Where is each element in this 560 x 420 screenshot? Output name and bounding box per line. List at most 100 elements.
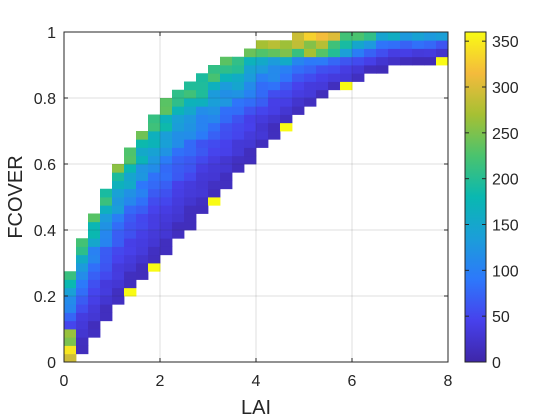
heatmap-cell <box>136 197 149 206</box>
heatmap-cell <box>184 155 197 165</box>
heatmap-cell <box>184 164 197 173</box>
heatmap-cell <box>100 263 113 272</box>
heatmap-cell <box>316 56 329 66</box>
heatmap-cell <box>136 221 149 231</box>
heatmap-cell <box>160 98 173 107</box>
heatmap-cell <box>424 56 437 66</box>
heatmap-cell <box>280 89 293 99</box>
heatmap-cell <box>136 246 149 256</box>
heatmap-cell <box>148 254 161 264</box>
heatmap-cell <box>160 213 173 223</box>
heatmap-cell <box>208 81 221 91</box>
heatmap-cell <box>208 122 221 132</box>
heatmap-cell <box>100 188 113 198</box>
heatmap-cell <box>172 147 185 157</box>
heatmap-cell <box>268 56 281 66</box>
heatmap-cell <box>196 89 209 99</box>
heatmap-cell <box>304 32 317 41</box>
heatmap-cell <box>340 56 353 66</box>
heatmap-cell <box>112 263 125 272</box>
heatmap-cell <box>184 81 197 91</box>
heatmap-cell <box>124 238 137 247</box>
heatmap-cell <box>112 279 125 289</box>
heatmap-cell <box>124 164 137 173</box>
heatmap-cell <box>208 155 221 165</box>
heatmap-cell <box>160 164 173 173</box>
heatmap-cell <box>244 73 257 82</box>
heatmap-cell <box>208 114 221 124</box>
heatmap-cell <box>124 155 137 165</box>
heatmap-cell <box>88 329 101 338</box>
heatmap-cell <box>76 254 89 264</box>
heatmap-cell <box>292 73 305 82</box>
heatmap-cell <box>232 131 245 140</box>
heatmap-cell <box>268 98 281 107</box>
heatmap-cell <box>100 304 113 313</box>
heatmap-cell <box>184 221 197 231</box>
colorbar-tick-label: 200 <box>492 172 519 189</box>
heatmap-cell <box>184 213 197 223</box>
heatmap-cell <box>88 287 101 297</box>
heatmap-cell <box>136 230 149 239</box>
heatmap-cell <box>256 106 269 115</box>
heatmap-cell <box>304 56 317 66</box>
heatmap-cell <box>280 106 293 115</box>
heatmap-cell <box>220 89 233 99</box>
heatmap-cell <box>160 172 173 181</box>
heatmap-cell <box>160 139 173 148</box>
heatmap-cell <box>148 221 161 231</box>
heatmap-cell <box>136 188 149 198</box>
heatmap-cell <box>136 263 149 272</box>
heatmap-cell <box>196 164 209 173</box>
heatmap-cell <box>64 304 77 313</box>
heatmap-cell <box>160 188 173 198</box>
heatmap-cell <box>88 230 101 239</box>
heatmap-cell <box>148 155 161 165</box>
heatmap-cell <box>232 81 245 91</box>
heatmap-cell <box>136 271 149 280</box>
heatmap-cell <box>232 114 245 124</box>
heatmap-cell <box>100 279 113 289</box>
heatmap-cell <box>256 40 269 49</box>
heatmap-cell <box>220 106 233 115</box>
heatmap-cell <box>88 238 101 247</box>
heatmap-cell <box>148 131 161 140</box>
x-axis: 0 2 4 6 8 <box>60 32 453 390</box>
colorbar-tick-label: 350 <box>492 34 519 51</box>
heatmap-cell <box>220 114 233 124</box>
heatmap-cell <box>64 287 77 297</box>
x-tick-label: 2 <box>156 373 165 390</box>
heatmap-cell <box>112 172 125 181</box>
heatmap-cell <box>400 56 413 66</box>
heatmap-cell <box>160 122 173 132</box>
heatmap-cell <box>340 73 353 82</box>
heatmap-cell <box>328 48 341 58</box>
heatmap-cell <box>160 180 173 190</box>
colorbar <box>464 31 487 363</box>
y-tick-label: 0.4 <box>34 223 56 240</box>
heatmap-cell <box>316 89 329 99</box>
heatmap-cell <box>76 271 89 280</box>
heatmap-cell <box>148 197 161 206</box>
heatmap-cell <box>172 172 185 181</box>
heatmap-cell <box>220 180 233 190</box>
heatmap-cell <box>76 238 89 247</box>
heatmap-cell <box>76 263 89 272</box>
heatmap-cell <box>100 230 113 239</box>
heatmap-cell <box>292 32 305 41</box>
heatmap-cell <box>328 73 341 82</box>
heatmap-cell <box>160 114 173 124</box>
heatmap-cell <box>148 147 161 157</box>
heatmap-cell <box>232 73 245 82</box>
heatmap-cell <box>136 172 149 181</box>
heatmap-cell <box>304 40 317 49</box>
heatmap-cell <box>280 48 293 58</box>
heatmap-cell <box>244 155 257 165</box>
heatmap-cell <box>412 40 425 49</box>
heatmap-cell <box>172 98 185 107</box>
heatmap-cell <box>196 98 209 107</box>
heatmap-cell <box>436 40 449 49</box>
heatmap-cell <box>88 213 101 223</box>
heatmap-cell <box>244 114 257 124</box>
heatmap-cell <box>220 147 233 157</box>
